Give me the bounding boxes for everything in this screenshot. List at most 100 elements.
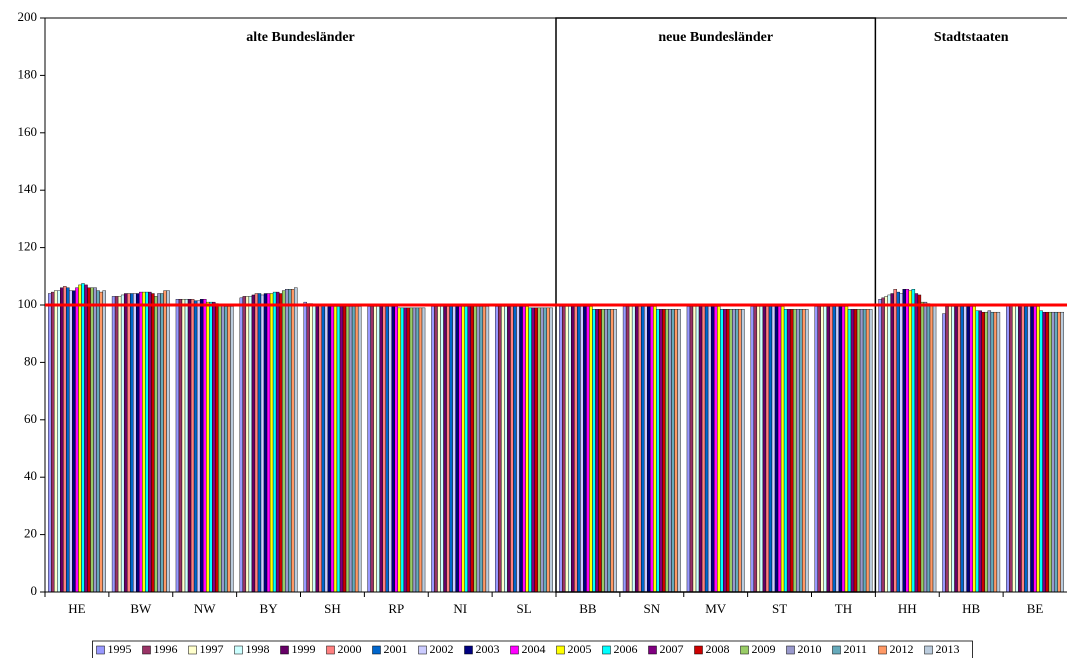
bar — [1027, 306, 1031, 593]
bar — [330, 306, 335, 593]
bar — [348, 306, 353, 593]
bar — [674, 309, 678, 593]
bar — [777, 306, 782, 593]
bar — [963, 306, 967, 593]
bar — [72, 290, 76, 593]
bar — [677, 309, 681, 593]
bar — [978, 310, 982, 593]
legend-swatch — [372, 645, 381, 655]
bar — [1060, 311, 1065, 593]
x-tick-label: RP — [388, 601, 404, 616]
bar — [865, 309, 870, 593]
bar — [647, 306, 651, 593]
bar — [406, 307, 411, 593]
bar — [726, 309, 730, 593]
bar — [461, 306, 465, 593]
bar — [862, 309, 867, 593]
legend-swatch — [648, 645, 657, 655]
bar — [315, 304, 320, 593]
legend-label: 2001 — [384, 642, 408, 656]
bar — [917, 294, 922, 593]
bar — [294, 287, 298, 593]
bar — [245, 296, 250, 593]
bar — [987, 310, 992, 593]
bar — [221, 304, 225, 593]
bar — [695, 306, 700, 593]
bar — [278, 293, 283, 593]
bar — [193, 300, 198, 593]
bar — [868, 309, 873, 593]
region-label: alte Bundesländer — [246, 30, 355, 45]
bar — [218, 304, 222, 593]
bar — [263, 293, 268, 593]
legend-swatch — [878, 645, 887, 655]
bar — [984, 311, 989, 593]
bar — [145, 291, 149, 593]
bar — [272, 291, 277, 593]
legend-swatch — [832, 645, 841, 655]
bar — [175, 299, 180, 593]
bar — [546, 307, 550, 593]
legend-swatch — [142, 645, 151, 655]
bar — [592, 309, 596, 593]
bar — [504, 306, 508, 593]
bar — [756, 306, 761, 593]
x-tick-label: BW — [130, 601, 152, 616]
legend-label: 2007 — [660, 642, 684, 656]
bar — [1051, 311, 1055, 593]
bar — [516, 306, 520, 593]
bar — [78, 284, 82, 593]
bar — [707, 306, 712, 593]
bar — [981, 311, 986, 593]
bar — [84, 284, 88, 593]
bar — [586, 306, 590, 593]
bar — [975, 310, 979, 593]
bar — [598, 309, 602, 593]
bar — [90, 287, 94, 593]
bar — [589, 306, 593, 593]
bar — [631, 306, 636, 593]
legend-label: 2008 — [706, 642, 730, 656]
legend-swatch — [188, 645, 197, 655]
legend-swatch — [326, 645, 335, 655]
legend-swatch — [694, 645, 703, 655]
bar — [905, 289, 910, 593]
bar — [409, 307, 414, 593]
bar — [969, 306, 973, 593]
bar — [230, 306, 234, 593]
bar — [668, 309, 672, 593]
bar — [893, 289, 897, 593]
bar — [720, 309, 724, 593]
legend-label: 2002 — [430, 642, 454, 656]
legend-swatch — [418, 645, 427, 655]
bar — [990, 311, 995, 593]
y-tick-label: 180 — [18, 66, 38, 81]
bar — [181, 299, 186, 593]
bar — [123, 293, 128, 593]
bar — [717, 306, 721, 593]
bar — [817, 306, 821, 593]
bar — [625, 306, 630, 593]
y-tick-label: 60 — [24, 411, 37, 426]
bar — [914, 293, 919, 593]
bar — [689, 306, 694, 593]
bar — [403, 307, 408, 593]
bar — [859, 309, 864, 593]
bar — [558, 306, 563, 593]
bar — [157, 293, 161, 593]
bar — [111, 296, 116, 593]
bar — [190, 299, 195, 593]
bar — [446, 306, 450, 593]
bar — [114, 296, 119, 593]
bar — [960, 306, 964, 593]
bar — [63, 286, 67, 593]
bar — [242, 296, 247, 593]
bar — [571, 306, 575, 593]
bar — [291, 289, 295, 593]
y-tick-label: 40 — [24, 468, 37, 483]
bar — [628, 306, 633, 593]
bar — [254, 293, 259, 593]
bar — [309, 303, 313, 593]
bar — [117, 296, 122, 593]
